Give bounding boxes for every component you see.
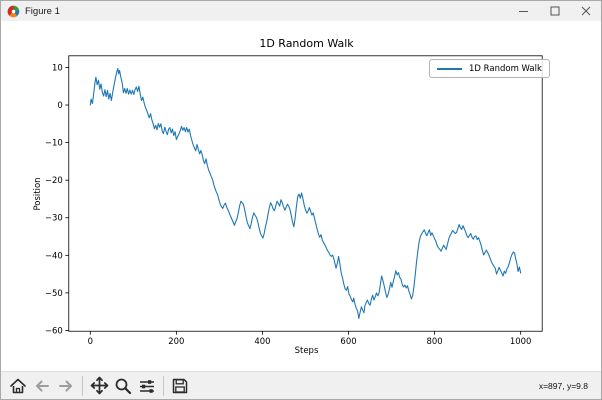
forward-button[interactable] xyxy=(54,374,78,398)
figure-canvas[interactable]: 0 200 400 600 800 1000 10 0 −10 −20 −30 −40 −50 −60 1… xyxy=(1,21,601,371)
navigation-toolbar: x=897, y=9.8 xyxy=(1,371,601,399)
back-arrow-icon xyxy=(36,380,49,391)
magnifier-icon xyxy=(115,378,132,394)
y-tick-label: 0 xyxy=(57,100,62,110)
x-tick-label: 1000 xyxy=(510,336,532,346)
titlebar: Figure 1 xyxy=(1,1,601,21)
legend-line-sample xyxy=(437,67,462,70)
save-button[interactable] xyxy=(168,374,192,398)
home-button[interactable] xyxy=(6,374,30,398)
x-tick-label: 400 xyxy=(254,336,270,346)
pan-button[interactable] xyxy=(87,374,111,398)
matplotlib-logo-icon xyxy=(7,4,20,18)
y-tick-label: −10 xyxy=(45,138,63,148)
sliders-icon xyxy=(140,379,154,393)
y-tick-label: −20 xyxy=(45,175,63,185)
chart-title: 1D Random Walk xyxy=(259,37,354,50)
x-tick-label: 0 xyxy=(88,336,93,346)
configure-subplots-button[interactable] xyxy=(135,374,159,398)
toolbar-separator xyxy=(82,375,83,396)
save-floppy-icon xyxy=(172,378,188,393)
back-button[interactable] xyxy=(30,374,54,398)
pan-move-icon xyxy=(90,376,108,395)
axes-spines xyxy=(68,55,543,332)
minimize-button[interactable] xyxy=(508,1,539,21)
x-tick-label: 800 xyxy=(427,336,443,346)
window-title: Figure 1 xyxy=(25,5,60,17)
x-tick-label: 600 xyxy=(340,336,356,346)
y-tick-label: −50 xyxy=(45,288,63,298)
y-axis-label: Position xyxy=(33,177,43,211)
y-tick-label: 10 xyxy=(52,62,63,72)
close-button[interactable] xyxy=(570,1,601,21)
legend[interactable]: 1D Random Walk xyxy=(429,59,550,78)
legend-label: 1D Random Walk xyxy=(469,63,542,74)
home-icon xyxy=(10,378,26,393)
y-tick-label: −60 xyxy=(45,325,63,335)
cursor-coordinates: x=897, y=9.8 xyxy=(538,380,588,391)
forward-arrow-icon xyxy=(59,380,72,391)
x-tick-label: 200 xyxy=(168,336,184,346)
random-walk-line xyxy=(89,68,522,319)
window-controls xyxy=(508,1,601,21)
maximize-button[interactable] xyxy=(539,1,570,21)
toolbar-separator xyxy=(163,375,164,396)
y-tick-label: −40 xyxy=(45,250,63,260)
x-axis-label: Steps xyxy=(294,346,319,356)
axes-plot[interactable]: 0 200 400 600 800 1000 10 0 −10 −20 −30 −40 −50 −60 xyxy=(1,21,601,371)
zoom-button[interactable] xyxy=(111,374,135,398)
y-tick-label: −30 xyxy=(45,213,63,223)
